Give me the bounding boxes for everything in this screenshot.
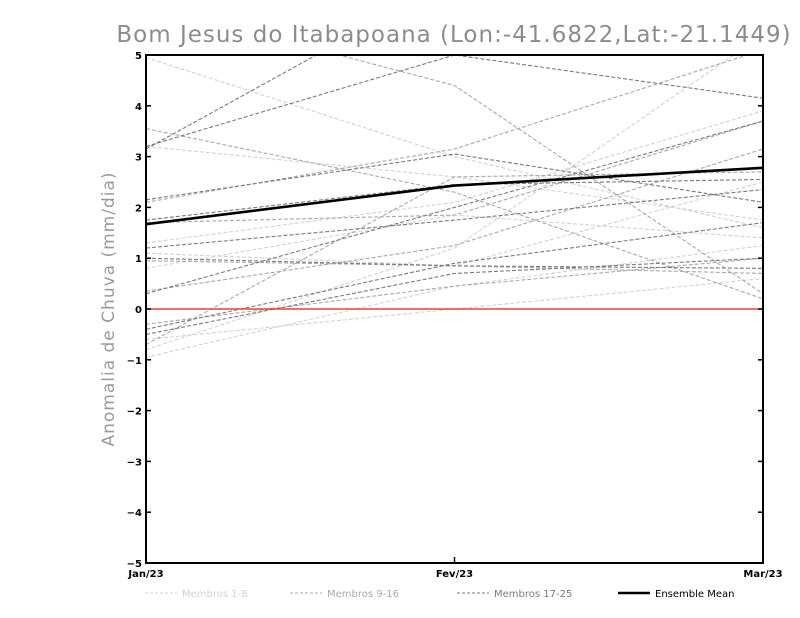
member-line-group2-8 (146, 257, 763, 325)
chart-title: Bom Jesus do Itabapoana (Lon:-41.6822,La… (116, 22, 791, 48)
y-tick-label: 1 (135, 254, 142, 265)
member-line-group1-2 (146, 110, 763, 244)
legend-label: Membros 17-25 (494, 589, 572, 600)
y-tick-label: 3 (135, 153, 142, 164)
y-tick-label: 4 (135, 102, 142, 113)
y-tick-label: 2 (135, 203, 142, 214)
x-axis: Jan/23 Fev/23 Mar/23 (127, 557, 783, 580)
y-tick-label: −5 (127, 559, 142, 570)
y-tick-label: −2 (127, 407, 142, 418)
member-line-group2-5 (146, 171, 763, 346)
member-line-group1-4 (146, 244, 763, 358)
legend: Membros 1-8 Membros 9-16 Membros 17-25 Ense… (145, 589, 734, 600)
y-tick-label: −4 (127, 508, 142, 519)
member-line-group2-7 (146, 120, 763, 224)
member-line-group2-6 (336, 55, 763, 295)
member-line-group3-5 (146, 120, 763, 295)
y-tick-label: −3 (127, 457, 142, 468)
member-line-group3-8 (146, 222, 763, 330)
member-line-group3-9 (146, 178, 763, 221)
legend-label: Membros 9-16 (327, 589, 399, 600)
legend-label: Ensemble Mean (655, 589, 734, 600)
member-line-group1-6 (146, 181, 763, 267)
x-tick-label: Fev/23 (436, 569, 473, 580)
member-line-group3-1 (146, 55, 763, 147)
member-line-group3-2 (146, 153, 763, 203)
member-line-group1-7 (146, 277, 763, 341)
member-line-group3-4 (146, 189, 763, 249)
x-tick-label: Jan/23 (127, 569, 163, 580)
member-line-group2-2 (146, 55, 749, 203)
mean-layer (145, 166, 764, 226)
legend-label: Membros 1-8 (182, 589, 248, 600)
member-line-group3-7 (146, 257, 763, 269)
y-axis: −5 −4 −3 −2 −1 0 1 2 3 4 5 (127, 51, 763, 570)
member-line-group1-8 (146, 145, 763, 221)
y-tick-label: 5 (135, 51, 142, 62)
y-axis-label: Anomalia de Chuva (mm/dia) (99, 171, 119, 446)
y-tick-label: −1 (127, 356, 142, 367)
member-line-group3-6 (146, 257, 763, 335)
member-line-group2-3 (146, 148, 763, 292)
member-line-group2-1 (146, 128, 763, 300)
y-tick-label: 0 (135, 305, 142, 316)
member-line-group1-3 (146, 55, 735, 351)
member-line-group1-1 (146, 57, 763, 229)
ensemble-mean-line (145, 166, 764, 226)
member-line-group3-3 (146, 55, 763, 150)
x-tick-label: Mar/23 (743, 569, 782, 580)
series-layer (146, 55, 763, 358)
